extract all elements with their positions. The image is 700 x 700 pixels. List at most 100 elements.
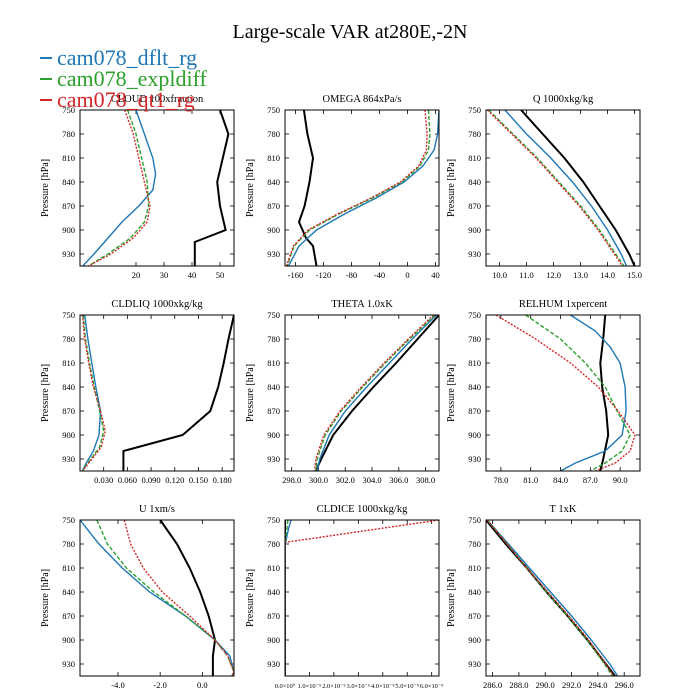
y-tick-label: 870 bbox=[267, 406, 280, 416]
chart-panel-5: THETA 1.0xK 750 780 810 840 870 900 930 298.0 300… bbox=[245, 299, 440, 485]
series-line-cam078_qt1_rg bbox=[88, 110, 151, 266]
series-line-cam078_qt1_rg bbox=[285, 520, 439, 676]
x-tick-label: 50 bbox=[216, 270, 225, 280]
y-tick-label: 900 bbox=[468, 225, 481, 235]
panel-title: CLOUD 100xfraction bbox=[111, 94, 204, 105]
plot-frame bbox=[79, 519, 235, 677]
chart-panel-9: T 1xK 750 780 810 840 870 900 930 286.0 288.0 290.… bbox=[446, 504, 641, 690]
x-tick-label: 12.0 bbox=[546, 270, 561, 280]
y-tick-label: 870 bbox=[62, 201, 75, 211]
x-tick-label: 288.0 bbox=[509, 680, 528, 690]
series-line-cam078_dflt_rg bbox=[81, 315, 102, 471]
x-tick-label: 0.0×10⁰ bbox=[275, 683, 296, 690]
y-tick-label: 870 bbox=[267, 611, 280, 621]
plot-frame bbox=[284, 109, 440, 267]
x-tick-label: 3.0×10⁻⁵ bbox=[347, 683, 371, 690]
y-tick-label: 840 bbox=[62, 382, 75, 392]
x-tick-label: 11.0 bbox=[519, 270, 534, 280]
y-tick-label: 900 bbox=[62, 430, 75, 440]
series-line-cam078_qt1_rg bbox=[123, 520, 234, 676]
series-line-cam078_dflt_rg bbox=[504, 110, 628, 266]
x-tick-label: 14.0 bbox=[600, 270, 615, 280]
y-tick-label: 810 bbox=[267, 563, 280, 573]
chart-panel-2: OMEGA 864xPa/s 750 780 810 840 870 900 930 -160 -… bbox=[245, 94, 440, 280]
x-tick-label: 78.0 bbox=[493, 475, 508, 485]
y-tick-label: 780 bbox=[267, 334, 280, 344]
x-tick-label: 30 bbox=[160, 270, 169, 280]
y-axis-label: Pressure [hPa] bbox=[446, 569, 457, 627]
y-axis-label: Pressure [hPa] bbox=[40, 364, 51, 422]
y-tick-label: 750 bbox=[267, 515, 280, 525]
y-axis-label: Pressure [hPa] bbox=[40, 569, 51, 627]
x-tick-label: 308.0 bbox=[416, 475, 435, 485]
series-line-obs bbox=[314, 315, 439, 471]
series-line-cam078_dflt_rg bbox=[82, 110, 157, 266]
y-axis-label: Pressure [hPa] bbox=[245, 364, 256, 422]
y-tick-label: 780 bbox=[62, 539, 75, 549]
y-tick-label: 810 bbox=[62, 563, 75, 573]
plot-frame bbox=[79, 109, 235, 267]
y-tick-label: 840 bbox=[468, 382, 481, 392]
y-tick-label: 780 bbox=[62, 129, 75, 139]
series-line-cam078_expldiff bbox=[96, 520, 234, 676]
y-tick-label: 780 bbox=[267, 129, 280, 139]
series-line-cam078_expldiff bbox=[488, 110, 625, 266]
x-tick-label: -80 bbox=[346, 270, 357, 280]
y-tick-label: 810 bbox=[267, 358, 280, 368]
y-tick-label: 870 bbox=[267, 201, 280, 211]
series-line-cam078_expldiff bbox=[88, 110, 150, 266]
y-tick-label: 930 bbox=[62, 659, 75, 669]
series-line-cam078_expldiff bbox=[525, 315, 631, 471]
y-tick-label: 870 bbox=[468, 406, 481, 416]
figure-title: Large-scale VAR at280E,-2N bbox=[233, 21, 468, 43]
series-line-cam078_qt1_rg bbox=[81, 315, 107, 471]
y-tick-label: 750 bbox=[267, 310, 280, 320]
y-tick-label: 780 bbox=[468, 539, 481, 549]
y-tick-label: 840 bbox=[468, 587, 481, 597]
series-line-cam078_expldiff bbox=[286, 110, 431, 266]
x-tick-label: 81.0 bbox=[523, 475, 538, 485]
panel-title: T 1xK bbox=[550, 504, 577, 515]
series-line-cam078_dflt_rg bbox=[560, 315, 627, 471]
legend-label-2: cam078_expldiff bbox=[57, 66, 208, 91]
x-tick-label: -40 bbox=[374, 270, 385, 280]
y-tick-label: 750 bbox=[468, 105, 481, 115]
chart-panel-3: Q 1000xkg/kg 750 780 810 840 870 900 930 10.0 11.… bbox=[446, 94, 642, 280]
series-line-cam078_qt1_rg bbox=[313, 315, 435, 471]
x-tick-label: 0.060 bbox=[118, 475, 137, 485]
plot-frame bbox=[284, 519, 440, 677]
y-tick-label: 780 bbox=[62, 334, 75, 344]
x-tick-label: 40 bbox=[431, 270, 440, 280]
series-line-cam078_dflt_rg bbox=[316, 315, 437, 471]
legend-label-3: cam078_qt1_rg bbox=[57, 87, 195, 112]
series-line-obs bbox=[193, 110, 230, 266]
y-axis-label: Pressure [hPa] bbox=[446, 159, 457, 217]
x-tick-label: 0.120 bbox=[165, 475, 184, 485]
y-tick-label: 750 bbox=[62, 515, 75, 525]
x-tick-label: 10.0 bbox=[492, 270, 507, 280]
x-tick-label: -4.0 bbox=[111, 680, 124, 690]
y-tick-label: 810 bbox=[62, 358, 75, 368]
x-tick-label: 306.0 bbox=[389, 475, 408, 485]
x-tick-label: 4.0×10⁻⁵ bbox=[371, 683, 395, 690]
x-tick-label: 5.0×10⁻⁵ bbox=[395, 683, 419, 690]
x-tick-label: 0.090 bbox=[142, 475, 161, 485]
y-tick-label: 870 bbox=[62, 406, 75, 416]
x-tick-label: -160 bbox=[288, 270, 304, 280]
y-tick-label: 840 bbox=[267, 382, 280, 392]
series-line-cam078_dflt_rg bbox=[486, 520, 619, 676]
series-line-cam078_qt1_rg bbox=[486, 520, 615, 676]
x-tick-label: 0.150 bbox=[189, 475, 208, 485]
y-tick-label: 930 bbox=[267, 659, 280, 669]
x-tick-label: 2.0×10⁻⁵ bbox=[322, 683, 346, 690]
y-tick-label: 840 bbox=[468, 177, 481, 187]
x-tick-label: 0.180 bbox=[213, 475, 232, 485]
y-axis-label: Pressure [hPa] bbox=[40, 159, 51, 217]
y-tick-label: 840 bbox=[62, 177, 75, 187]
y-tick-label: 870 bbox=[62, 611, 75, 621]
y-axis-label: Pressure [hPa] bbox=[245, 159, 256, 217]
y-tick-label: 750 bbox=[468, 310, 481, 320]
chart-panel-1: CLOUD 100xfraction 750 780 810 840 870 900 930 2… bbox=[40, 94, 235, 280]
y-tick-label: 930 bbox=[468, 659, 481, 669]
series-line-obs bbox=[599, 315, 610, 471]
